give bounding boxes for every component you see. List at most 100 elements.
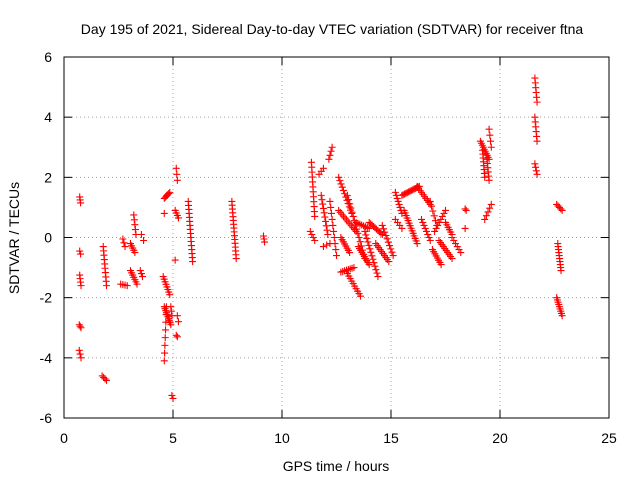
data-point bbox=[386, 242, 394, 250]
data-point bbox=[371, 262, 379, 270]
data-point bbox=[355, 234, 363, 241]
x-tick-label: 25 bbox=[601, 430, 617, 446]
x-tick-label: 20 bbox=[492, 430, 508, 446]
data-point bbox=[137, 270, 145, 278]
x-tick-label: 10 bbox=[274, 430, 290, 446]
data-point bbox=[365, 241, 373, 249]
data-point bbox=[327, 209, 335, 217]
data-point bbox=[77, 282, 85, 290]
y-axis-label: SDTVAR / TECUs bbox=[6, 182, 22, 294]
data-point bbox=[140, 237, 148, 245]
data-point bbox=[531, 160, 539, 168]
data-point bbox=[121, 243, 129, 251]
data-point bbox=[333, 252, 340, 260]
data-point bbox=[435, 218, 443, 226]
data-point bbox=[558, 206, 566, 214]
data-point bbox=[261, 238, 269, 246]
data-point bbox=[137, 230, 145, 238]
data-point bbox=[438, 212, 446, 220]
data-point bbox=[370, 259, 378, 267]
data-point bbox=[339, 186, 347, 194]
data-point bbox=[173, 170, 181, 178]
axis-ticks bbox=[63, 56, 610, 419]
data-point bbox=[462, 206, 470, 214]
data-point bbox=[428, 202, 436, 210]
data-point bbox=[103, 282, 111, 290]
y-tick-label: 6 bbox=[44, 49, 52, 65]
data-point bbox=[320, 209, 328, 217]
data-point bbox=[101, 375, 109, 383]
data-point bbox=[160, 357, 168, 365]
data-point bbox=[398, 224, 406, 232]
data-point bbox=[232, 255, 240, 263]
data-point bbox=[165, 190, 173, 198]
data-point bbox=[437, 261, 445, 269]
data-point bbox=[485, 125, 493, 133]
data-point bbox=[365, 224, 373, 232]
data-point bbox=[166, 291, 174, 299]
data-point bbox=[323, 241, 331, 249]
data-point bbox=[377, 229, 385, 237]
data-point bbox=[325, 155, 333, 163]
data-point bbox=[484, 208, 492, 216]
data-point bbox=[317, 191, 325, 199]
data-point bbox=[461, 224, 469, 232]
data-point bbox=[372, 266, 380, 274]
data-point bbox=[161, 334, 169, 342]
data-point bbox=[324, 230, 332, 238]
data-point bbox=[319, 164, 327, 172]
data-point bbox=[171, 256, 179, 264]
data-point bbox=[322, 217, 330, 225]
data-point bbox=[450, 237, 458, 245]
data-point bbox=[361, 227, 369, 235]
data-point bbox=[434, 221, 442, 229]
data-point bbox=[373, 269, 381, 277]
data-point bbox=[391, 188, 399, 196]
data-point bbox=[364, 238, 372, 246]
data-point bbox=[353, 225, 361, 233]
data-point bbox=[120, 239, 128, 247]
data-point bbox=[369, 255, 377, 263]
data-point bbox=[347, 204, 355, 212]
data-point bbox=[461, 205, 469, 213]
data-point bbox=[425, 234, 433, 241]
data-point bbox=[311, 237, 319, 245]
data-point bbox=[432, 224, 440, 232]
data-point bbox=[431, 227, 439, 235]
data-point bbox=[419, 218, 427, 226]
y-tick-label: 4 bbox=[44, 109, 52, 125]
axis-tick-labels: 0 5 10 15 20 25 -6 -4 -2 0 2 4 6 bbox=[40, 49, 617, 446]
data-point bbox=[418, 215, 426, 223]
data-point bbox=[330, 234, 338, 241]
data-point bbox=[486, 204, 494, 212]
data-point bbox=[98, 372, 106, 380]
data-point bbox=[379, 225, 387, 233]
data-point bbox=[173, 333, 181, 341]
data-point bbox=[532, 163, 540, 171]
data-point bbox=[426, 197, 434, 205]
data-point bbox=[138, 273, 146, 281]
data-point bbox=[481, 173, 489, 181]
data-point bbox=[343, 191, 351, 199]
data-point bbox=[337, 180, 345, 188]
data-point bbox=[420, 221, 428, 229]
data-point bbox=[368, 252, 376, 260]
data-point bbox=[457, 249, 465, 257]
data-point bbox=[385, 258, 393, 266]
data-point bbox=[168, 391, 176, 399]
y-tick-label: -2 bbox=[40, 290, 53, 306]
data-point bbox=[172, 164, 180, 172]
data-point bbox=[319, 204, 327, 212]
data-point bbox=[453, 243, 461, 251]
data-point bbox=[166, 188, 174, 196]
data-point bbox=[348, 208, 356, 216]
data-point bbox=[326, 197, 334, 205]
data-point bbox=[100, 373, 108, 381]
data-point bbox=[318, 196, 326, 204]
data-point bbox=[557, 267, 565, 275]
data-point bbox=[327, 203, 335, 211]
data-point bbox=[161, 349, 169, 357]
data-point bbox=[424, 230, 432, 238]
data-point bbox=[162, 318, 170, 326]
data-point bbox=[169, 394, 177, 402]
